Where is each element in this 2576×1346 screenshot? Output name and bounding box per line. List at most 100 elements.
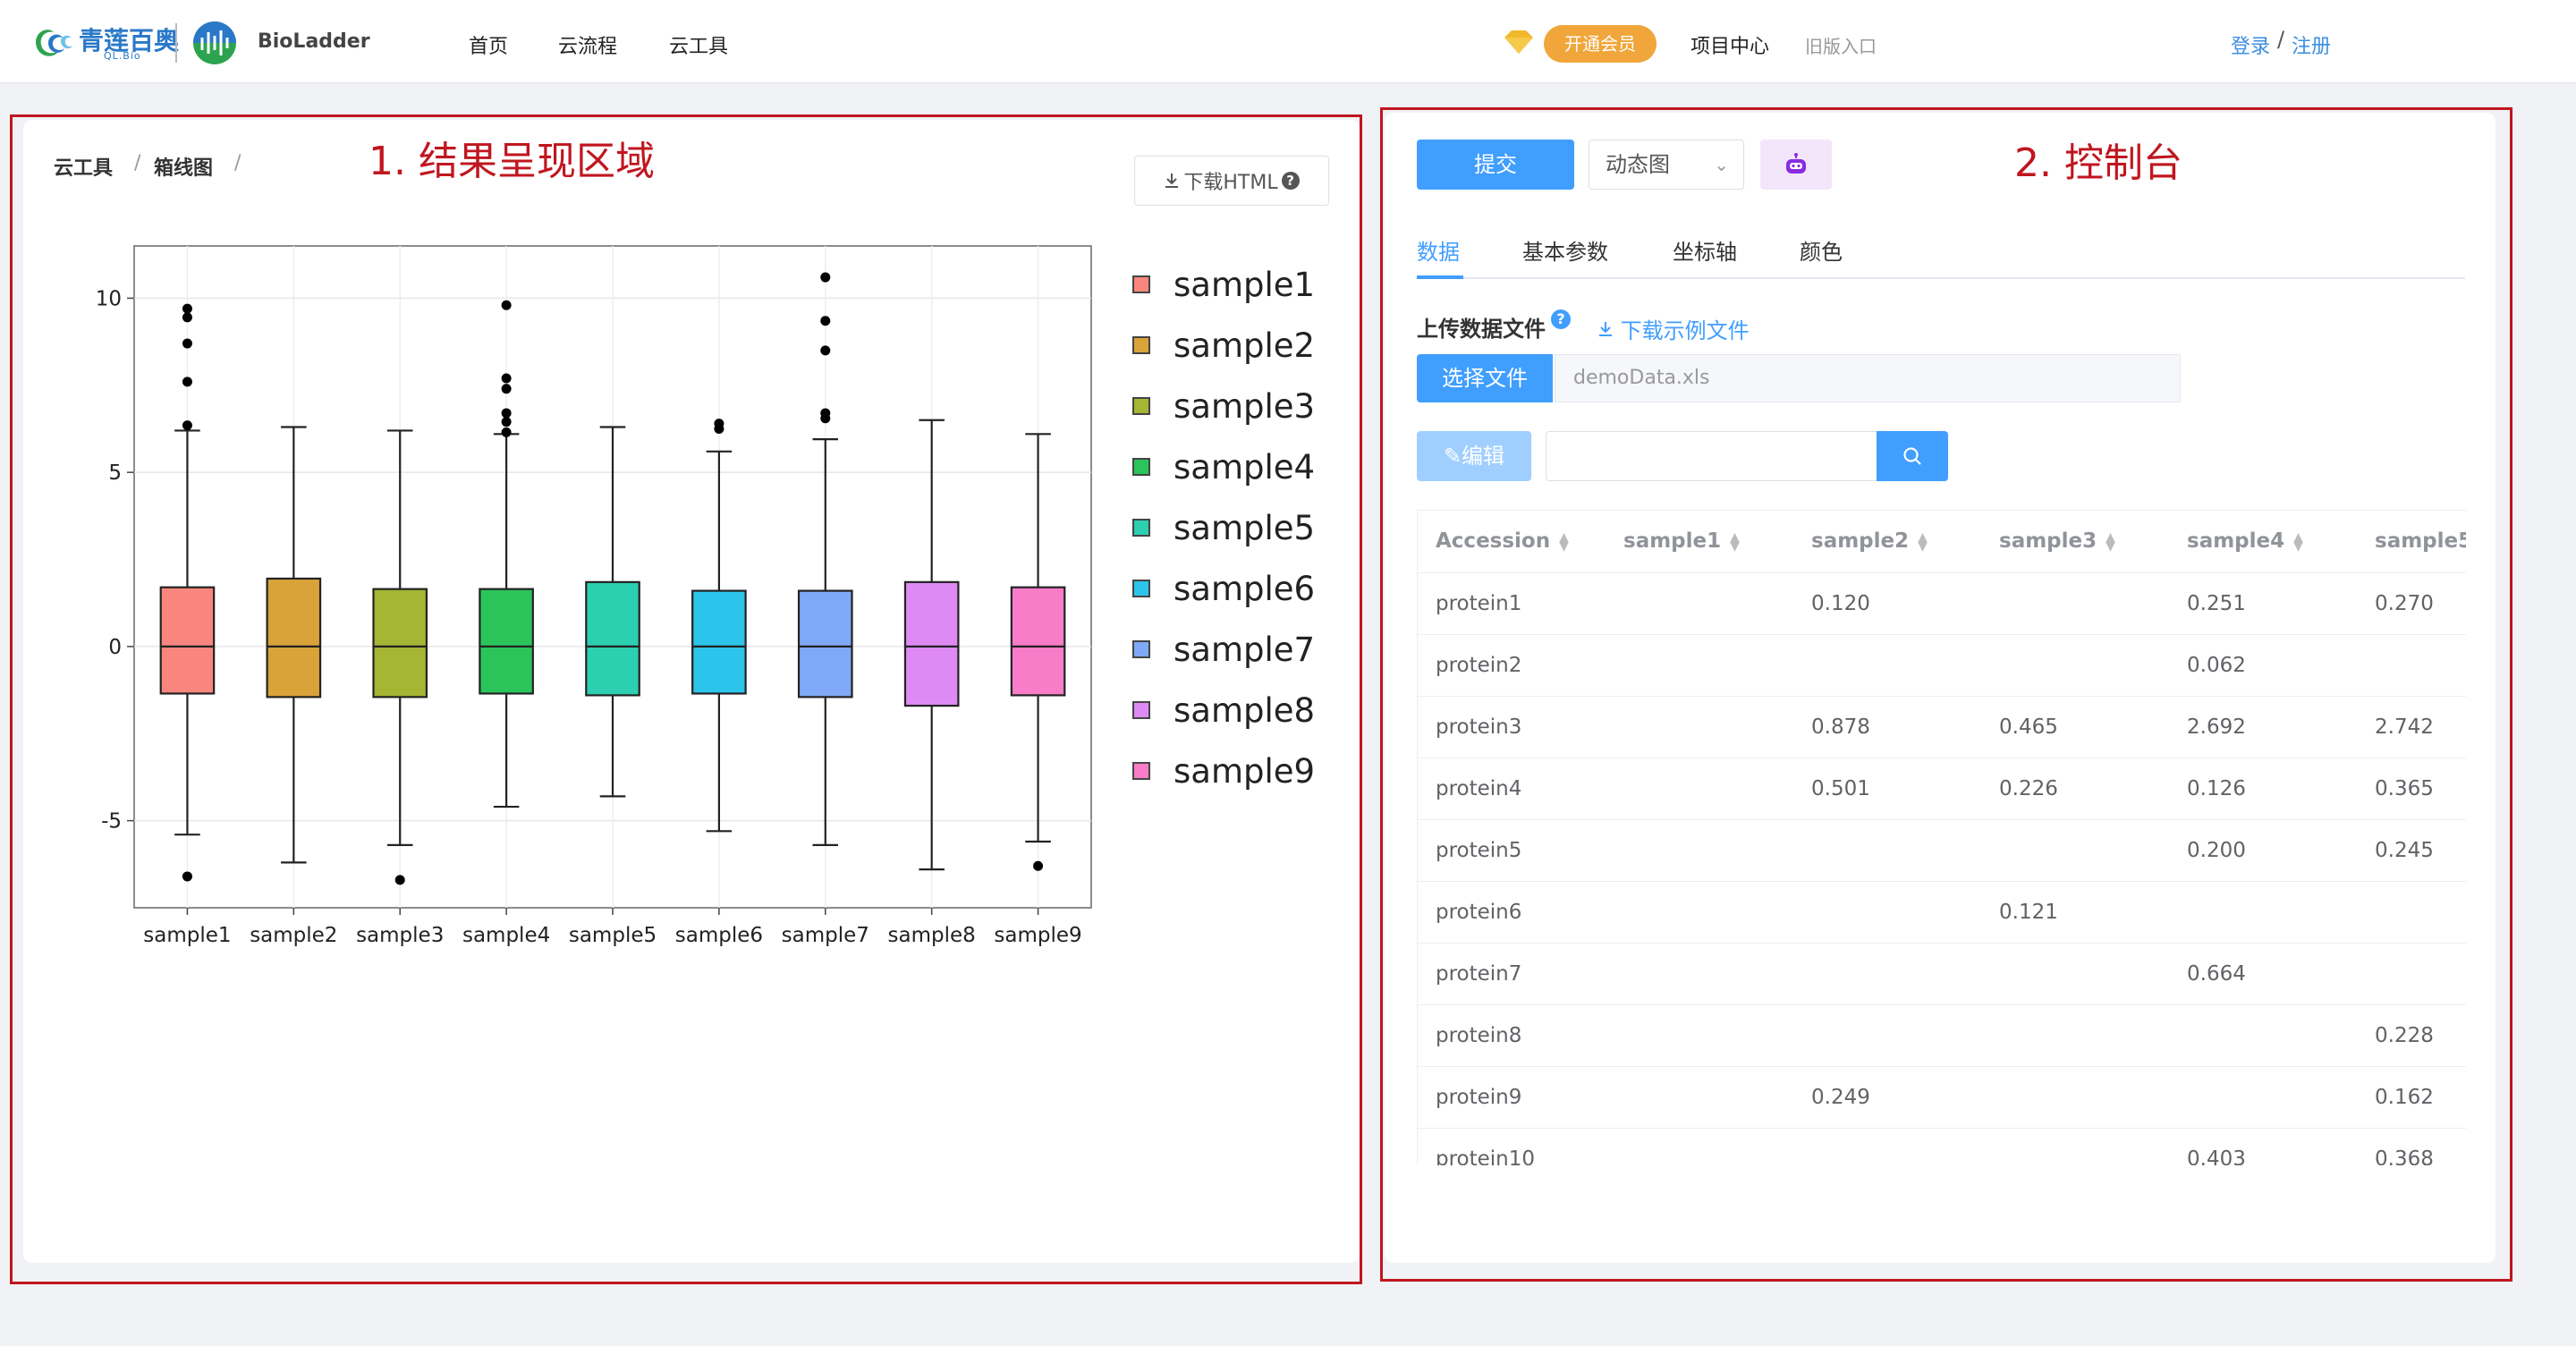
table-cell [1606, 634, 1793, 697]
column-header[interactable]: sample5▲▼ [2357, 511, 2466, 573]
y-tick-label: 5 [108, 461, 122, 485]
tab-axes[interactable]: 坐标轴 [1673, 240, 1737, 265]
legend-swatch [1132, 640, 1150, 658]
help-icon[interactable]: ? [1281, 172, 1300, 190]
vip-button[interactable]: 开通会员 [1544, 25, 1657, 63]
bioladder-logo-text[interactable]: BioLadder [258, 30, 370, 53]
breadcrumb-separator: / [134, 152, 141, 174]
legend-item[interactable]: sample9 [1132, 741, 1315, 801]
table-row[interactable]: protein1 0.120 0.251 0.270 [1418, 572, 2466, 635]
table-body: protein1 0.120 0.251 0.270 protein2 0.062 prot… [1418, 572, 2466, 1165]
table-cell [1606, 881, 1793, 944]
nav-cloud-pipeline[interactable]: 云流程 [558, 36, 618, 58]
sort-icon[interactable]: ▲ ▼ [1730, 529, 1740, 554]
qlbio-logo-text[interactable]: 青莲百奥 [79, 26, 180, 55]
diamond-icon [1504, 30, 1533, 54]
choose-file-button[interactable]: 选择文件 [1417, 354, 1553, 402]
column-header-label: sample3 [1999, 529, 2097, 554]
table-cell: 0.062 [2169, 634, 2357, 697]
box-body [479, 588, 534, 695]
legend-item[interactable]: sample3 [1132, 376, 1315, 436]
download-sample-link[interactable]: 下载示例文件 [1597, 313, 1750, 344]
column-header[interactable]: sample1 ▲ ▼ [1606, 511, 1793, 573]
outlier-point [714, 423, 724, 434]
table-row[interactable]: protein10 0.403 0.368 [1418, 1128, 2466, 1165]
legend-item[interactable]: sample2 [1132, 315, 1315, 376]
tab-data[interactable]: 数据 [1417, 240, 1460, 265]
chart-mode-select[interactable]: 动态图 ⌄ [1589, 140, 1744, 190]
box-body [372, 588, 428, 698]
legend-item[interactable]: sample8 [1132, 680, 1315, 741]
table-row[interactable]: protein6 0.121 [1418, 881, 2466, 944]
table-row[interactable]: protein7 0.664 [1418, 943, 2466, 1005]
box-sample5 [585, 426, 640, 798]
x-tick-label: sample5 [569, 924, 657, 947]
sort-icon[interactable]: ▲ ▼ [1559, 529, 1569, 554]
legend-label: sample8 [1174, 690, 1316, 730]
upload-help-icon[interactable]: ? [1551, 309, 1571, 329]
tab-colors[interactable]: 颜色 [1800, 240, 1843, 265]
legend-swatch [1132, 519, 1150, 537]
column-header[interactable]: sample4 ▲ ▼ [2169, 511, 2357, 573]
outlier-point [394, 875, 405, 885]
breadcrumb-cloud-tools[interactable]: 云工具 [54, 157, 114, 180]
x-tick-label: sample6 [675, 924, 763, 947]
table-row[interactable]: protein8 0.228 [1418, 1004, 2466, 1067]
sort-icon[interactable]: ▲ ▼ [2106, 529, 2115, 554]
chart-mode-value: 动态图 [1606, 152, 1670, 177]
column-header[interactable]: sample3 ▲ ▼ [1981, 511, 2169, 573]
file-name-field: demoData.xls [1555, 354, 2181, 402]
robot-assistant-button[interactable] [1760, 140, 1832, 190]
box-body [1010, 586, 1066, 697]
edit-label: 编辑 [1462, 444, 1505, 469]
breadcrumb-separator: / [234, 152, 242, 174]
download-html-button[interactable]: 下载HTML ? [1134, 156, 1329, 206]
table-cell [1606, 1128, 1793, 1165]
table-row[interactable]: protein5 0.200 0.245 [1418, 819, 2466, 882]
outlier-point [182, 338, 192, 349]
table-row[interactable]: protein3 0.878 0.465 2.692 2.742 [1418, 696, 2466, 758]
x-tick-label: sample2 [250, 924, 337, 947]
qlbio-logo-icon[interactable] [30, 23, 75, 63]
column-header-label: sample5 [2375, 529, 2466, 554]
legend-item[interactable]: sample6 [1132, 558, 1315, 619]
outlier-point [182, 303, 192, 314]
old-version-link[interactable]: 旧版入口 [1805, 36, 1877, 57]
sort-icon[interactable]: ▲ ▼ [1918, 529, 1928, 554]
legend-swatch [1132, 397, 1150, 415]
column-header[interactable]: Accession ▲ ▼ [1418, 511, 1606, 573]
breadcrumb-boxplot[interactable]: 箱线图 [154, 157, 214, 180]
box-body [903, 580, 960, 707]
table-cell [1793, 1128, 1981, 1165]
legend-item[interactable]: sample5 [1132, 497, 1315, 558]
legend-item[interactable]: sample7 [1132, 619, 1315, 680]
sort-icon[interactable]: ▲ ▼ [2293, 529, 2303, 554]
nav-cloud-tools[interactable]: 云工具 [669, 36, 729, 58]
outlier-point [182, 420, 192, 431]
legend-label: sample3 [1174, 386, 1316, 426]
edit-button[interactable]: ✎编辑 [1417, 431, 1531, 481]
bioladder-logo-icon[interactable] [191, 20, 247, 66]
login-link[interactable]: 登录 [2231, 36, 2271, 58]
submit-button[interactable]: 提交 [1417, 140, 1574, 190]
search-input[interactable] [1546, 431, 1878, 481]
table-cell: 0.126 [2169, 758, 2357, 820]
column-header[interactable]: sample2 ▲ ▼ [1793, 511, 1981, 573]
register-link[interactable]: 注册 [2292, 36, 2332, 58]
tab-basic-params[interactable]: 基本参数 [1522, 240, 1608, 265]
legend-item[interactable]: sample4 [1132, 436, 1315, 497]
outlier-point [820, 316, 831, 326]
table-row[interactable]: protein2 0.062 [1418, 634, 2466, 697]
table-row[interactable]: protein9 0.249 0.162 [1418, 1066, 2466, 1129]
table-cell: protein3 [1418, 696, 1606, 758]
download-icon [1599, 322, 1612, 336]
table-cell [1606, 1004, 1793, 1067]
nav-home[interactable]: 首页 [469, 36, 509, 58]
search-button[interactable] [1877, 431, 1948, 481]
table-cell: protein10 [1418, 1128, 1606, 1165]
table-row[interactable]: protein4 0.501 0.226 0.126 0.365 [1418, 758, 2466, 820]
legend-item[interactable]: sample1 [1132, 254, 1315, 315]
column-header-label: Accession [1436, 529, 1551, 554]
table-cell: 0.368 [2357, 1128, 2466, 1165]
project-center-link[interactable]: 项目中心 [1690, 36, 1770, 58]
